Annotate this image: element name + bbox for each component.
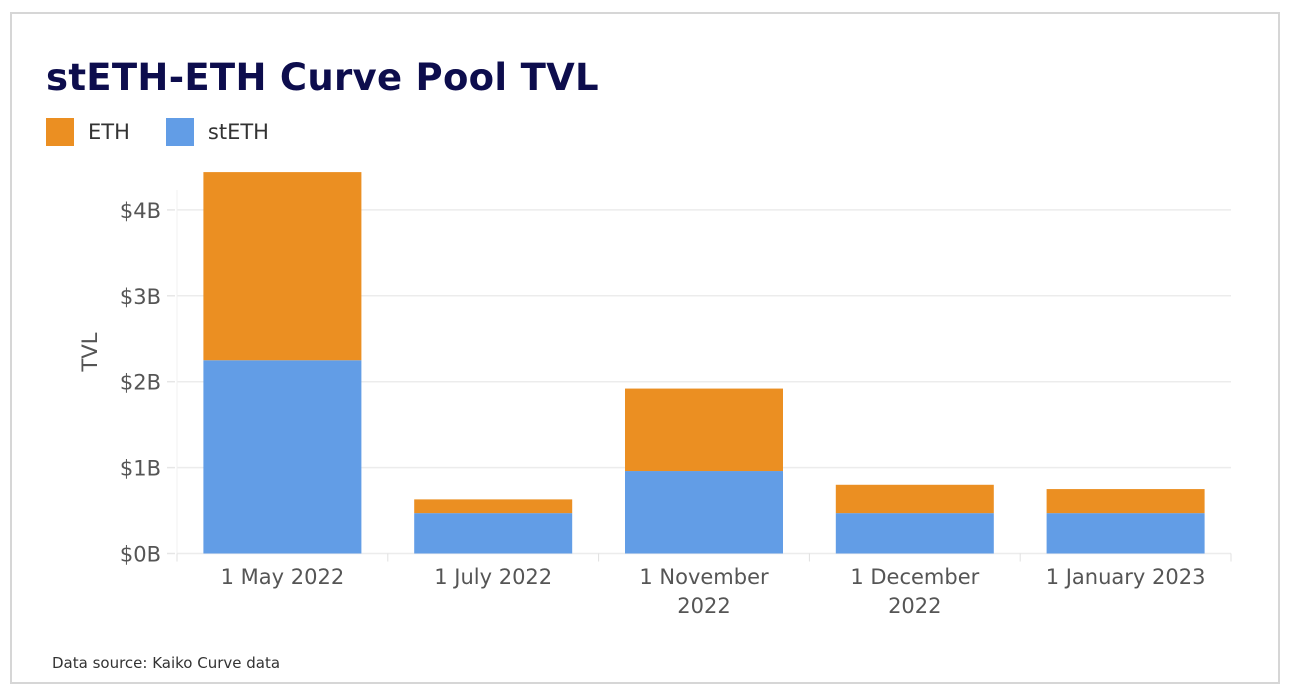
bar-steth [625, 471, 783, 554]
legend: ETH stETH [46, 118, 269, 146]
y-axis-title: TVL [78, 332, 102, 372]
bar-steth [203, 360, 362, 554]
x-tick-label: 1 December [850, 565, 979, 589]
x-tick-label: 2022 [888, 594, 941, 618]
bar-eth [835, 484, 994, 514]
bar-eth [414, 499, 573, 514]
legend-item-eth[interactable]: ETH [46, 118, 130, 146]
x-tick-label: 2022 [677, 594, 730, 618]
x-tick-label: 1 January 2023 [1046, 565, 1206, 589]
bar-steth [1046, 513, 1205, 554]
x-tick-label: 1 May 2022 [221, 565, 345, 589]
y-tick-label: $2B [120, 371, 161, 395]
chart-frame [10, 12, 1280, 684]
chart-title: stETH-ETH Curve Pool TVL [46, 56, 599, 99]
legend-item-steth[interactable]: stETH [165, 118, 269, 146]
bar-eth [203, 172, 362, 361]
y-tick-label: $1B [120, 457, 161, 481]
bar-steth [835, 513, 994, 554]
legend-label-steth: stETH [207, 120, 269, 144]
legend-swatch-steth [165, 118, 194, 146]
data-source: Data source: Kaiko Curve data [52, 654, 281, 672]
x-tick-label: 1 July 2022 [434, 565, 552, 589]
bar-eth [625, 388, 783, 472]
bar-steth [414, 513, 573, 554]
y-tick-label: $3B [120, 285, 161, 309]
bar-eth [1046, 489, 1205, 514]
legend-label-eth: ETH [88, 120, 130, 144]
y-tick-label: $0B [120, 543, 161, 567]
legend-swatch-eth [46, 118, 74, 146]
x-tick-label: 1 November [639, 565, 769, 589]
y-tick-label: $4B [120, 199, 161, 223]
